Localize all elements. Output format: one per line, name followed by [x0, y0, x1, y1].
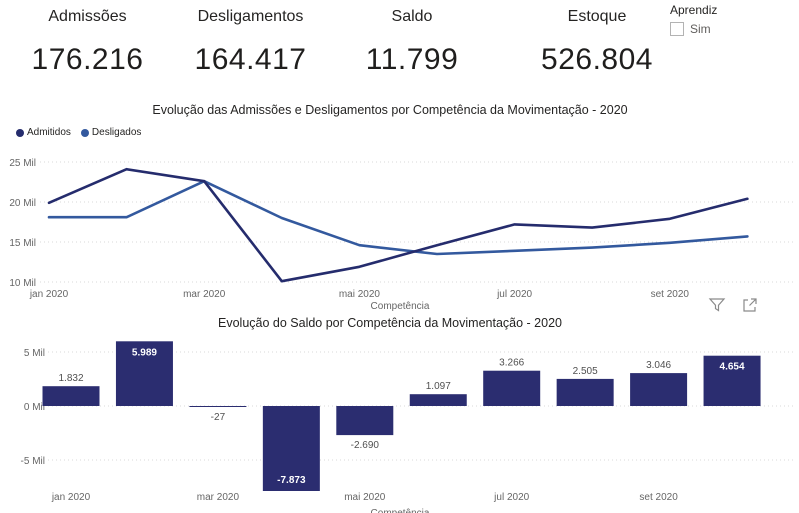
kpi-label: Estoque: [567, 8, 627, 25]
y-tick-label: 20 Mil: [9, 198, 36, 209]
y-tick-label: -5 Mil: [21, 456, 45, 467]
x-tick-label: jul 2020: [496, 289, 532, 300]
bar-chart[interactable]: 5 Mil 0 Mil -5 Mil 1.832 5.989 -27 -7.873 -2.69…: [0, 335, 799, 513]
kpi-value: 176.216: [31, 43, 144, 76]
kpi-value: 526.804: [541, 43, 653, 76]
bar-value-label: -27: [211, 412, 226, 423]
x-tick-label: mai 2020: [344, 492, 386, 503]
y-tick-label: 25 Mil: [9, 158, 36, 169]
kpi-card-desligamentos: Desligamentos 164.417: [168, 8, 333, 77]
bar-jan-2020[interactable]: [42, 386, 100, 406]
line-chart-title: Evolução das Admissões e Desligamentos p…: [152, 103, 628, 117]
bar-value-label: 3.266: [499, 358, 524, 369]
bar-value-label: 2.505: [573, 366, 598, 377]
kpi-card-admissoes: Admissões 176.216: [5, 8, 170, 77]
x-tick-label: set 2020: [639, 492, 678, 503]
bar-jul-2020[interactable]: [483, 370, 541, 406]
kpi-label: Desligamentos: [197, 8, 304, 25]
y-tick-label: 15 Mil: [9, 238, 36, 249]
bar-abr-2020[interactable]: [262, 406, 320, 491]
kpi-value: 11.799: [365, 43, 459, 76]
slicer-aprendiz: Aprendiz Sim: [670, 3, 717, 36]
line-chart-legend: Admitidos Desligados: [16, 127, 141, 138]
x-tick-label: mar 2020: [197, 492, 240, 503]
visual-header-icons: [708, 296, 758, 314]
legend-label: Admitidos: [27, 127, 71, 138]
bar-value-label: 1.097: [426, 381, 451, 392]
x-tick-label: mai 2020: [339, 289, 381, 300]
line-series-admitidos[interactable]: [47, 167, 749, 283]
legend-dot-desligados: [80, 128, 89, 137]
checkbox-sim[interactable]: [670, 22, 684, 36]
slicer-title: Aprendiz: [670, 3, 718, 17]
kpi-label: Saldo: [391, 8, 433, 25]
x-tick-label: jan 2020: [29, 289, 69, 300]
line-series-desligados[interactable]: [47, 179, 749, 256]
kpi-card-estoque: Estoque 526.804: [517, 8, 677, 77]
x-axis-title: Competência: [371, 301, 430, 312]
x-tick-label: set 2020: [651, 289, 690, 300]
x-tick-label: jul 2020: [493, 492, 529, 503]
kpi-card-saldo: Saldo 11.799: [332, 8, 492, 77]
checkbox-label: Sim: [690, 22, 711, 36]
bar-value-label: 5.989: [132, 347, 157, 358]
bar-value-label: 4.654: [720, 362, 745, 373]
legend-label: Desligados: [91, 127, 142, 138]
bar-mar-2020[interactable]: [189, 406, 247, 407]
bar-jun-2020[interactable]: [409, 394, 467, 406]
bar-value-label: -2.690: [351, 440, 380, 451]
kpi-value: 164.417: [194, 43, 307, 76]
filter-icon[interactable]: [708, 296, 726, 314]
y-tick-label: 0 Mil: [24, 402, 45, 413]
bar-out-2020[interactable]: [703, 355, 761, 406]
bar-value-label: 1.832: [58, 373, 83, 384]
bar-set-2020[interactable]: [630, 373, 688, 406]
bar-mai-2020[interactable]: [336, 406, 394, 436]
bar-value-label: 3.046: [646, 360, 671, 371]
x-tick-label: jan 2020: [51, 492, 91, 503]
legend-item-desligados[interactable]: Desligados: [80, 127, 142, 138]
kpi-label: Admissões: [48, 8, 127, 25]
x-axis-title: Competência: [371, 508, 430, 513]
bar-ago-2020[interactable]: [556, 378, 614, 406]
legend-item-admitidos[interactable]: Admitidos: [16, 127, 71, 138]
bar-fev-2020[interactable]: [115, 341, 173, 406]
legend-dot-admitidos: [16, 128, 24, 137]
focus-mode-icon[interactable]: [740, 296, 758, 314]
bar-value-label: -7.873: [277, 475, 306, 486]
bar-chart-title: Evolução do Saldo por Competência da Mov…: [218, 316, 562, 330]
y-tick-label: 5 Mil: [24, 348, 45, 359]
x-tick-label: mar 2020: [183, 289, 226, 300]
y-tick-label: 10 Mil: [9, 278, 36, 289]
